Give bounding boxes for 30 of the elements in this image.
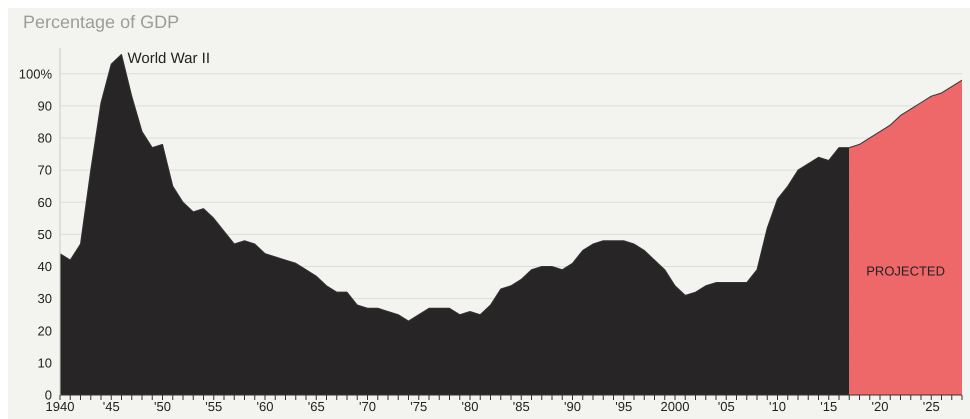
- y-tick-label: 100%: [18, 66, 52, 82]
- y-tick-label: 50: [38, 226, 52, 242]
- y-tick-label: 80: [38, 130, 52, 146]
- x-tick-label: '15: [820, 399, 838, 414]
- y-tick-label: 40: [38, 259, 52, 274]
- x-tick-label: 2000: [660, 399, 690, 414]
- x-tick-label: '05: [718, 399, 735, 414]
- x-tick-label: '20: [872, 399, 888, 414]
- x-tick-label: '85: [512, 399, 530, 414]
- series-label: PROJECTED: [866, 264, 945, 279]
- y-tick-label: 70: [38, 162, 52, 178]
- annotation: World War II: [128, 50, 210, 68]
- x-tick-label: '80: [462, 399, 478, 414]
- x-tick-label: '10: [769, 399, 786, 414]
- y-tick-label: 30: [38, 291, 52, 306]
- x-tick-label: '65: [308, 399, 325, 414]
- x-tick-label: '60: [256, 399, 274, 414]
- x-tick-label: '45: [102, 399, 120, 414]
- y-tick-label: 90: [38, 98, 52, 114]
- x-tick-label: '50: [154, 399, 171, 414]
- x-tick-label: '95: [615, 399, 632, 414]
- x-tick-label: '55: [205, 399, 222, 414]
- x-tick-label: '70: [359, 399, 376, 414]
- chart-title: Percentage of GDP: [22, 11, 180, 34]
- y-tick-label: 20: [38, 323, 52, 338]
- y-tick-label: 10: [38, 355, 52, 370]
- y-tick-label: 60: [38, 194, 52, 210]
- x-tick-label: '90: [564, 399, 581, 414]
- x-tick-label: '75: [410, 399, 428, 414]
- x-tick-label: '25: [922, 399, 940, 414]
